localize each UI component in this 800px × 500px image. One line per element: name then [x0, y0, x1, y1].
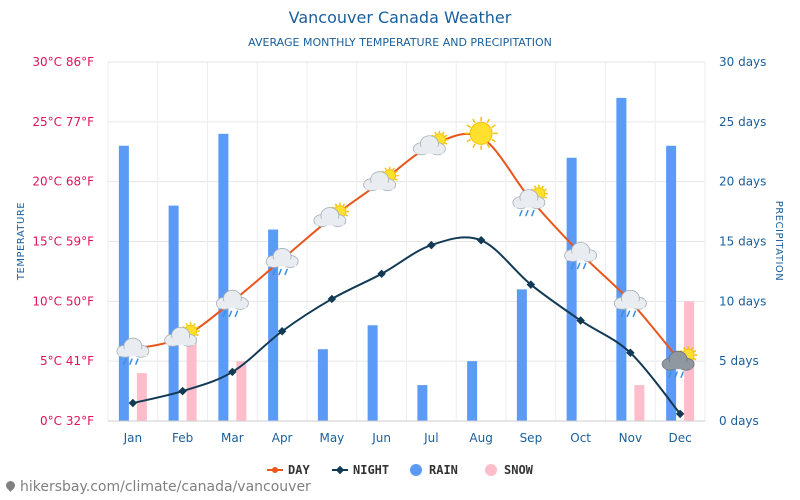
x-tick-label: Nov: [619, 431, 642, 445]
sun-cloud-icon-jun: [363, 166, 399, 192]
x-tick-label: May: [319, 431, 344, 445]
axes: 0°C 32°F 5°C 41°F 10°C 50°F 15°C 59°F 20°C 6…: [32, 55, 766, 445]
sun-cloud-icon-feb: [164, 322, 200, 347]
legend-item-day[interactable]: DAY: [267, 463, 310, 477]
chart-title: Vancouver Canada Weather: [289, 8, 512, 27]
x-tick-label: Aug: [469, 431, 492, 445]
sun-cloud-icon-jul: [412, 130, 449, 156]
right-tick-label: 0 days: [719, 414, 759, 428]
night-point-may: [327, 294, 337, 304]
night-point-apr: [277, 327, 287, 336]
x-tick-label: Sep: [520, 431, 543, 445]
rain-cloud-icon-oct: [564, 242, 598, 270]
night-point-nov: [626, 348, 635, 358]
x-tick-label: Apr: [272, 431, 293, 445]
rain-bar-nov: [616, 97, 627, 422]
x-tick-label: Jul: [423, 431, 438, 445]
night-point-jul: [427, 240, 436, 250]
source-link[interactable]: hikersbay.com/climate/canada/vancouver: [20, 479, 311, 495]
rain-bar-may: [317, 349, 328, 421]
legend-item-snow[interactable]: SNOW: [485, 463, 534, 477]
right-tick-label: 5 days: [719, 354, 759, 368]
night-point-feb: [178, 386, 187, 396]
rain-bar-dec: [666, 145, 677, 421]
legend-rain-marker: [410, 464, 422, 476]
night-point-sep: [526, 280, 536, 289]
legend-label-rain: RAIN: [429, 463, 458, 477]
snow-bar-feb: [186, 337, 197, 421]
rain-bar-apr: [268, 229, 279, 421]
rain-cloud-icon-mar: [215, 289, 249, 318]
rain-cloud-icon-apr: [265, 248, 299, 276]
legend-label-day: DAY: [288, 463, 310, 477]
night-point-jun: [377, 269, 386, 279]
x-tick-label: Dec: [669, 431, 692, 445]
night-point-mar: [228, 367, 237, 377]
legend-night-marker: [335, 465, 345, 475]
night-point-oct: [576, 316, 585, 325]
rain-cloud-icon-jan: [116, 337, 150, 365]
rain-bar-jul: [417, 385, 428, 421]
right-tick-label: 25 days: [719, 115, 766, 129]
x-tick-label: Feb: [172, 431, 193, 445]
rain-bar-sep: [516, 289, 527, 421]
sun-rain-cloud-icon-dec: [661, 346, 698, 378]
rain-cloud-icon-nov: [613, 289, 647, 318]
x-tick-label: Jun: [371, 431, 391, 445]
source-footer[interactable]: hikersbay.com/climate/canada/vancouver: [4, 479, 311, 495]
x-tick-label: Oct: [570, 431, 591, 445]
left-tick-label: 30°C 86°F: [32, 55, 94, 69]
legend: DAY NIGHT RAIN SNOW: [267, 463, 534, 477]
right-tick-label: 15 days: [719, 235, 766, 249]
right-tick-label: 10 days: [719, 294, 766, 308]
x-tick-label: Jan: [123, 431, 143, 445]
legend-day-marker: [272, 467, 278, 473]
sun-icon-aug: [464, 116, 498, 150]
precipitation-bars: [118, 97, 695, 422]
left-tick-label: 25°C 77°F: [32, 115, 94, 129]
left-axis-title: TEMPERATURE: [16, 202, 27, 281]
sun-rain-cloud-icon-sep: [512, 184, 548, 217]
rain-bar-mar: [218, 133, 229, 422]
right-tick-label: 30 days: [719, 55, 766, 69]
right-axis-title: PRECIPITATION: [773, 201, 784, 282]
left-tick-label: 5°C 41°F: [40, 354, 94, 368]
left-tick-label: 0°C 32°F: [40, 414, 94, 428]
night-point-dec: [675, 409, 685, 419]
sun-cloud-icon-may: [313, 202, 349, 227]
legend-item-rain[interactable]: RAIN: [410, 463, 458, 477]
snow-bar-jan: [136, 373, 147, 421]
night-point-aug: [476, 236, 486, 245]
snow-bar-mar: [236, 361, 247, 421]
left-tick-label: 20°C 68°F: [32, 175, 94, 189]
grid-lines: [107, 61, 706, 422]
left-tick-label: 15°C 59°F: [32, 235, 94, 249]
rain-bar-jun: [367, 325, 378, 421]
legend-item-night[interactable]: NIGHT: [332, 463, 389, 477]
rain-bar-feb: [168, 205, 179, 421]
rain-bar-aug: [467, 361, 478, 421]
legend-label-night: NIGHT: [353, 463, 389, 477]
night-point-jan: [128, 398, 138, 408]
snow-bar-nov: [634, 385, 645, 421]
right-tick-label: 20 days: [719, 175, 766, 189]
chart-subtitle: AVERAGE MONTHLY TEMPERATURE AND PRECIPIT…: [248, 36, 552, 49]
weather-icons: [116, 116, 698, 378]
location-pin-icon: [4, 479, 17, 492]
left-tick-label: 10°C 50°F: [32, 294, 94, 308]
x-tick-label: Mar: [221, 431, 244, 445]
legend-snow-marker: [485, 464, 497, 476]
rain-bar-oct: [566, 157, 577, 421]
legend-label-snow: SNOW: [504, 463, 534, 477]
rain-bar-jan: [118, 145, 129, 421]
